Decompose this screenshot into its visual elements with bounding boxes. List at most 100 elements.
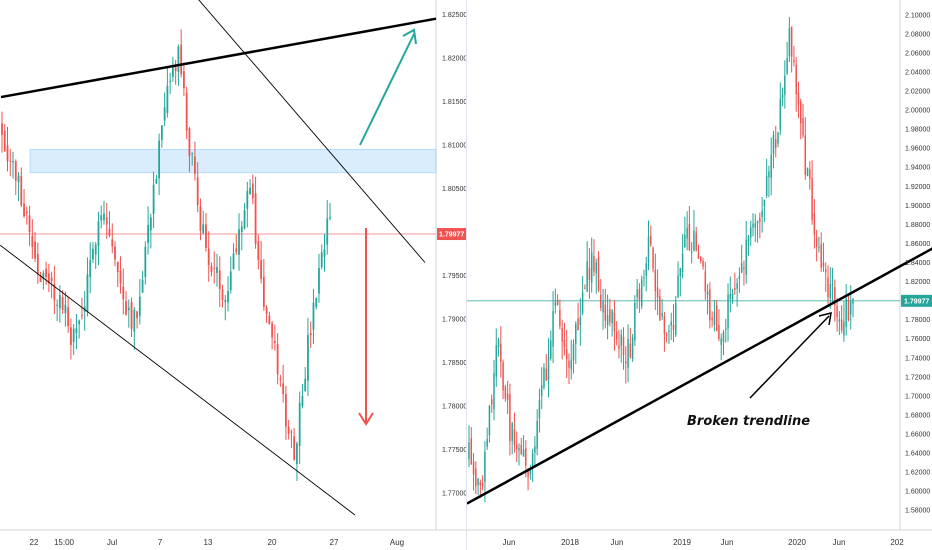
candle-body	[715, 305, 718, 331]
last-price-tag	[437, 228, 466, 241]
resistance-zone[interactable]	[29, 148, 437, 174]
candle-body	[531, 453, 534, 469]
price-tick-label: 1.78000	[442, 404, 466, 411]
candle-body	[296, 443, 298, 464]
candle-body	[540, 385, 543, 397]
candle-body	[243, 210, 246, 229]
candle-body	[94, 244, 97, 255]
candle-body	[53, 283, 56, 301]
candle-body	[254, 193, 257, 244]
price-tick-label: 1.92000	[905, 184, 930, 191]
candle-body	[12, 160, 14, 163]
candle-body	[304, 378, 307, 392]
candle-body	[194, 156, 196, 174]
candle-body	[772, 134, 775, 154]
price-tick-label: 1.77000	[442, 491, 466, 498]
right-chart-svg[interactable]: Broken trendline 2.10000 2.08000 2.06000 2.0…	[467, 0, 932, 550]
bullish-arrow-icon[interactable]	[359, 33, 415, 146]
candle-body	[711, 317, 713, 321]
candle-body	[650, 235, 652, 245]
candle-body	[634, 302, 636, 341]
candle-body	[727, 294, 729, 329]
candle-body	[570, 359, 572, 370]
price-tick-label: 2.10000	[905, 12, 930, 19]
candle-body	[279, 378, 282, 380]
time-tick-label: 22	[30, 538, 39, 547]
candle-body	[149, 217, 152, 231]
last-price-tag-label: 1.79977	[904, 298, 929, 305]
candle-body	[736, 283, 738, 289]
time-tick-label: 2019	[673, 538, 691, 547]
candle-body	[486, 438, 488, 447]
price-tick-label: 1.90000	[905, 203, 930, 210]
candle-body	[672, 324, 675, 330]
candle-body	[770, 154, 772, 178]
last-price-tag	[901, 294, 932, 307]
price-tick-label: 1.62000	[905, 470, 930, 477]
price-tick-label: 1.58000	[905, 508, 930, 515]
price-tick-label: 1.70000	[905, 393, 930, 400]
candle-body	[47, 273, 50, 283]
candle-body	[677, 275, 679, 298]
candle-body	[738, 275, 741, 279]
price-tick-label: 1.82500	[442, 12, 466, 19]
candle-body	[759, 217, 761, 222]
candle-body	[475, 468, 477, 487]
candle-body	[36, 253, 39, 275]
candle-body	[602, 300, 604, 313]
candle-body	[34, 241, 36, 259]
candle-body	[704, 271, 707, 292]
candle-body	[320, 252, 323, 268]
candle-body	[795, 64, 797, 95]
candle-body	[581, 292, 584, 314]
candle-body	[290, 431, 293, 433]
candle-body	[572, 343, 575, 361]
upper-trendline[interactable]	[0, 17, 437, 99]
candle-body	[609, 308, 611, 323]
time-tick-label: 13	[204, 538, 213, 547]
candle-body	[697, 252, 700, 259]
support-trendline[interactable]	[467, 247, 932, 505]
candle-body	[754, 223, 757, 228]
candle-body	[166, 85, 169, 114]
candle-body	[276, 344, 279, 375]
candle-body	[481, 482, 484, 487]
price-tick-label: 2.04000	[905, 69, 930, 76]
candle-body	[604, 304, 607, 321]
candle-body	[318, 267, 320, 294]
candle-body	[845, 298, 847, 327]
right-chart-panel[interactable]: Broken trendline 2.10000 2.08000 2.06000 2.0…	[466, 0, 932, 550]
candle-body	[1, 123, 3, 135]
candle-body	[706, 291, 709, 295]
price-tick-label: 1.60000	[905, 489, 930, 496]
right-candles	[468, 17, 854, 503]
candle-body	[183, 71, 185, 89]
candle-body	[529, 469, 532, 475]
last-price-tag-label: 1.79977	[439, 232, 464, 239]
candle-body	[761, 211, 763, 217]
time-tick-label: Jun	[721, 538, 734, 547]
left-chart-panel[interactable]: 1.825001.820001.815001.810001.805001.800…	[0, 0, 466, 550]
candle-body	[103, 213, 105, 221]
candle-body	[23, 203, 25, 217]
falling-channel-bottom-line[interactable]	[0, 244, 356, 516]
falling-channel-top-line[interactable]	[140, 0, 426, 263]
candle-body	[750, 227, 752, 238]
candle-body	[158, 140, 161, 179]
candle-body	[631, 338, 634, 359]
price-tick-label: 2.06000	[905, 50, 930, 57]
candle-body	[590, 252, 593, 283]
left-chart-svg[interactable]: 1.825001.820001.815001.810001.805001.800…	[0, 0, 466, 550]
price-tick-label: 1.79500	[442, 273, 466, 280]
candle-body	[17, 175, 20, 183]
candle-body	[740, 263, 743, 273]
candle-body	[50, 277, 53, 282]
candle-body	[786, 58, 788, 74]
candle-body	[534, 446, 536, 453]
candle-body	[81, 315, 83, 317]
candle-body	[282, 383, 285, 395]
annotation-arrow-icon[interactable]	[749, 315, 830, 399]
candle-body	[593, 256, 595, 272]
candle-body	[100, 215, 103, 221]
candle-body	[834, 286, 836, 306]
